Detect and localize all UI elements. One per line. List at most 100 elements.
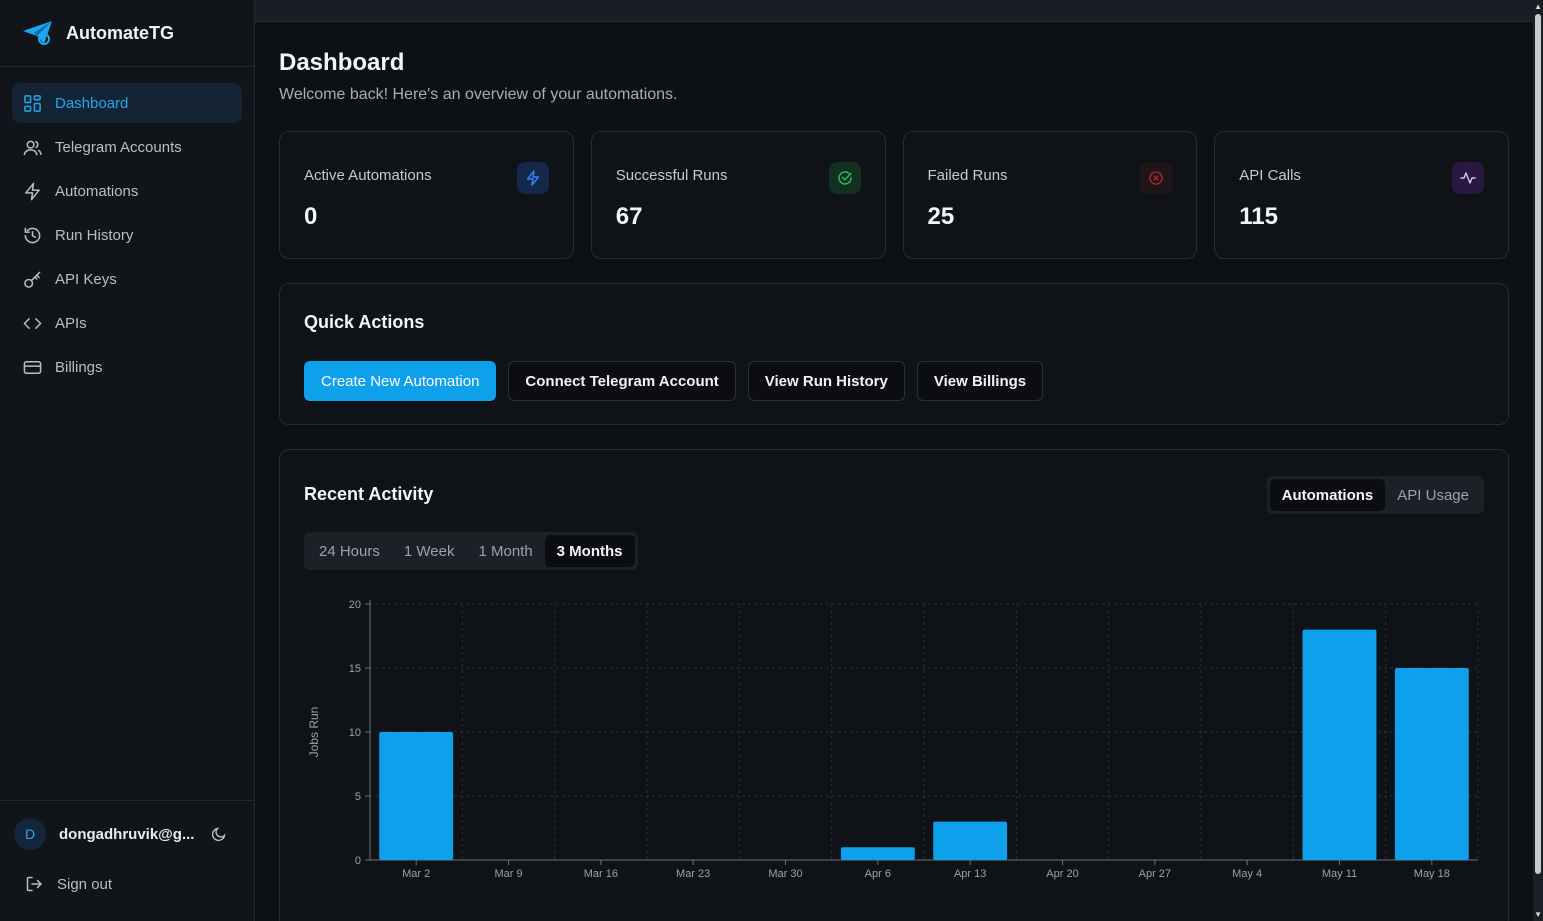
top-bar (255, 0, 1533, 22)
stat-card-failed-runs: Failed Runs 25 (902, 131, 1198, 259)
activity-icon (1460, 172, 1476, 184)
main-content: Dashboard Welcome back! Here's an overvi… (279, 22, 1509, 921)
quick-actions-card: Quick Actions Create New Automation Conn… (279, 283, 1509, 425)
create-new-automation-button[interactable]: Create New Automation (304, 361, 497, 401)
sidebar-item-label: Automations (55, 182, 139, 200)
tab-1-month[interactable]: 1 Month (478, 542, 533, 560)
x-tick-label: Mar 30 (768, 868, 802, 880)
sidebar-item-label: APIs (55, 314, 87, 332)
stat-card-successful-runs: Successful Runs 67 (590, 131, 886, 259)
sidebar-item-label: Dashboard (55, 94, 129, 112)
y-tick-label: 15 (349, 663, 361, 675)
tab-automations[interactable]: Automations (1269, 479, 1386, 511)
connect-telegram-account-button[interactable]: Connect Telegram Account (508, 361, 736, 401)
sidebar-item-dashboard[interactable]: Dashboard (12, 83, 242, 123)
moon-icon (211, 827, 226, 842)
stat-card-active-automations: Active Automations 0 (279, 131, 574, 259)
key-icon (24, 271, 41, 288)
lightning-icon (526, 170, 539, 186)
sidebar-item-automations[interactable]: Automations (12, 171, 242, 211)
sidebar: AutomateTG Dashboard Telegram Accounts A… (0, 0, 255, 921)
stat-icon-badge (828, 162, 861, 194)
scroll-thumb[interactable] (1535, 14, 1541, 874)
x-tick-label: Apr 6 (865, 868, 891, 880)
brand-name: AutomateTG (66, 22, 174, 43)
stat-value: 25 (927, 203, 955, 230)
sidebar-item-run-history[interactable]: Run History (12, 215, 242, 255)
page-subtitle: Welcome back! Here's an overview of your… (279, 86, 678, 103)
x-tick-label: May 4 (1232, 868, 1262, 880)
sidebar-item-api-keys[interactable]: API Keys (12, 259, 242, 299)
x-tick-label: Mar 9 (494, 868, 522, 880)
theme-toggle-button[interactable] (209, 824, 229, 844)
stat-value: 67 (615, 203, 643, 230)
stat-label: Active Automations (304, 167, 432, 184)
card-icon (23, 360, 42, 374)
stat-card-api-calls: API Calls 115 (1214, 131, 1509, 259)
chart-bar (933, 821, 1008, 860)
sign-out-button[interactable]: Sign out (0, 867, 254, 901)
stat-icon-badge (1452, 162, 1484, 194)
activity-type-tabs: Automations API Usage (1266, 476, 1484, 514)
x-tick-label: Apr 20 (1046, 868, 1078, 880)
chart-bar (379, 732, 454, 860)
sidebar-nav: Dashboard Telegram Accounts Automations … (0, 67, 254, 387)
scroll-up-arrow-icon[interactable]: ▲ (1534, 2, 1542, 11)
dashboard-icon (24, 94, 41, 112)
y-tick-label: 20 (349, 599, 361, 611)
scroll-down-arrow-icon[interactable]: ▼ (1534, 910, 1542, 919)
logout-icon (26, 876, 42, 892)
x-tick-label: Mar 23 (676, 868, 710, 880)
stat-value: 0 (304, 203, 318, 230)
tab-3-months[interactable]: 3 Months (544, 535, 635, 567)
stat-icon-badge (1140, 162, 1173, 194)
quick-actions-buttons: Create New Automation Connect Telegram A… (304, 361, 1484, 401)
brand[interactable]: AutomateTG (0, 0, 254, 67)
sidebar-item-billings[interactable]: Billings (12, 347, 242, 387)
sidebar-item-telegram-accounts[interactable]: Telegram Accounts (12, 127, 242, 167)
tab-24-hours[interactable]: 24 Hours (319, 542, 380, 560)
sidebar-footer: D dongadhruvik@g... Sign out (0, 800, 254, 921)
stat-label: Successful Runs (615, 167, 728, 184)
recent-activity-card: Recent Activity Automations API Usage 24… (279, 449, 1509, 921)
sidebar-item-apis[interactable]: APIs (12, 303, 242, 343)
chart-bar (840, 847, 915, 860)
y-tick-label: 5 (355, 791, 361, 803)
sidebar-item-label: Run History (55, 226, 134, 244)
lightning-icon (25, 182, 40, 200)
users-icon (23, 140, 42, 155)
x-tick-label: May 18 (1414, 868, 1450, 880)
time-range-tabs: 24 Hours 1 Week 1 Month 3 Months (304, 532, 638, 570)
recent-activity-title: Recent Activity (304, 484, 434, 504)
x-tick-label: Apr 27 (1139, 868, 1171, 880)
tab-api-usage[interactable]: API Usage (1397, 486, 1469, 504)
page-title: Dashboard (279, 49, 405, 76)
tab-1-week[interactable]: 1 Week (403, 542, 455, 560)
stats-row: Active Automations 0 Successful Runs 67 … (279, 131, 1509, 259)
chart-bar (1302, 629, 1377, 860)
y-tick-label: 0 (355, 855, 361, 867)
view-run-history-button[interactable]: View Run History (747, 361, 905, 401)
x-tick-label: Apr 13 (954, 868, 986, 880)
history-icon (24, 227, 41, 243)
x-tick-label: Mar 16 (584, 868, 618, 880)
view-billings-button[interactable]: View Billings (916, 361, 1044, 401)
sidebar-item-label: Billings (55, 358, 103, 376)
user-email: dongadhruvik@g... (59, 825, 195, 843)
activity-chart: 0 5 10 15 20 Mar 2 Mar 9 Mar 16 Mar 23 Mar 30 Apr … (304, 592, 1484, 892)
scrollbar[interactable]: ▲ ▼ (1533, 0, 1543, 921)
user-profile[interactable]: D dongadhruvik@g... (0, 801, 254, 867)
logo-icon (23, 21, 52, 45)
check-circle-icon (837, 171, 852, 185)
bar-chart: 0 5 10 15 20 Mar 2 Mar 9 Mar 16 Mar 23 Mar 30 Apr … (307, 599, 1479, 880)
avatar: D (14, 818, 46, 850)
y-tick-label: 10 (349, 727, 361, 739)
code-icon (23, 317, 42, 329)
stat-value: 115 (1239, 203, 1278, 230)
x-circle-icon (1149, 171, 1163, 185)
sidebar-item-label: API Keys (55, 270, 117, 288)
stat-icon-badge (516, 162, 549, 194)
y-axis-label: Jobs Run (307, 707, 321, 758)
x-tick-label: Mar 2 (402, 868, 430, 880)
